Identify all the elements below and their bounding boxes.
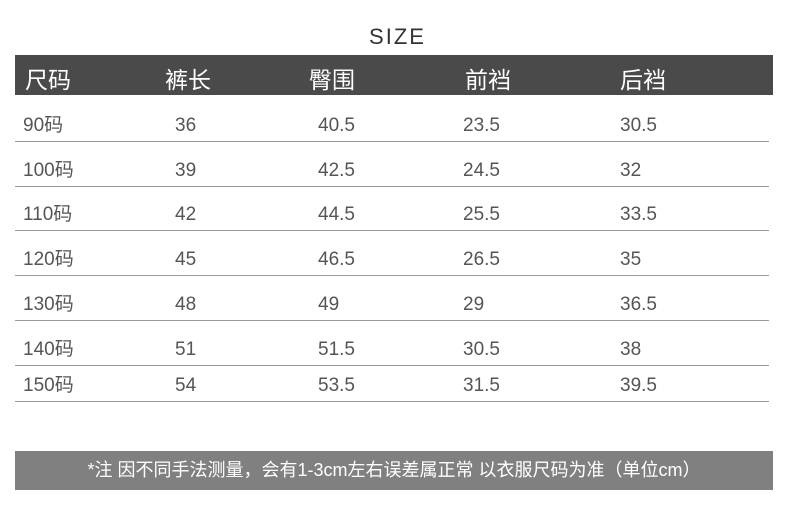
table-cell: 51 — [175, 339, 197, 360]
table-cell: 90码 — [23, 115, 64, 136]
header-back-rise: 后裆 — [620, 67, 666, 93]
table-cell: 100码 — [23, 160, 74, 181]
table-cell: 36.5 — [620, 294, 657, 315]
table-row: 150码 54 53.5 31.5 39.5 — [15, 365, 769, 402]
table-cell: 33.5 — [620, 204, 657, 225]
table-cell: 42.5 — [318, 160, 355, 181]
table-cell: 26.5 — [463, 249, 500, 270]
table-cell: 30.5 — [620, 115, 657, 136]
table-cell: 120码 — [23, 249, 74, 270]
table-cell: 32 — [620, 160, 642, 181]
table-cell: 54 — [175, 375, 197, 396]
table-cell: 51.5 — [318, 339, 355, 360]
table-cell: 25.5 — [463, 204, 500, 225]
table-cell: 45 — [175, 249, 197, 270]
table-cell: 49 — [318, 294, 340, 315]
table-row: 120码 45 46.5 26.5 35 — [15, 231, 769, 276]
table-row: 100码 39 42.5 24.5 32 — [15, 142, 769, 187]
table-cell: 31.5 — [463, 375, 500, 396]
table-cell: 42 — [175, 204, 197, 225]
table-row: 130码 48 49 29 36.5 — [15, 276, 769, 321]
table-cell: 140码 — [23, 339, 74, 360]
table-cell: 39.5 — [620, 375, 657, 396]
table-row: 110码 42 44.5 25.5 33.5 — [15, 186, 769, 231]
header-hip: 臀围 — [309, 67, 355, 93]
table-cell: 40.5 — [318, 115, 355, 136]
table-cell: 150码 — [23, 375, 74, 396]
table-cell: 24.5 — [463, 160, 500, 181]
table-row: 140码 51 51.5 30.5 38 — [15, 321, 769, 366]
table-cell: 23.5 — [463, 115, 500, 136]
table-cell: 46.5 — [318, 249, 355, 270]
table-cell: 130码 — [23, 294, 74, 315]
table-cell: 30.5 — [463, 339, 500, 360]
table-header: 尺码 裤长 臀围 前裆 后裆 — [15, 55, 773, 95]
table-row: 90码 36 40.5 23.5 30.5 — [15, 97, 769, 142]
table-cell: 110码 — [23, 204, 73, 225]
chart-title: SIZE — [369, 24, 426, 49]
table-cell: 38 — [620, 339, 642, 360]
table-cell: 48 — [175, 294, 197, 315]
header-size: 尺码 — [25, 67, 71, 93]
table-cell: 35 — [620, 249, 642, 270]
table-cell: 29 — [463, 294, 485, 315]
header-length: 裤长 — [165, 67, 211, 93]
footer-note: *注 因不同手法测量，会有1-3cm左右误差属正常 以衣服尺码为准（单位cm） — [15, 451, 773, 490]
table-cell: 39 — [175, 160, 197, 181]
table-cell: 36 — [175, 115, 197, 136]
table-cell: 53.5 — [318, 375, 355, 396]
table-cell: 44.5 — [318, 204, 355, 225]
header-front-rise: 前裆 — [465, 67, 511, 93]
